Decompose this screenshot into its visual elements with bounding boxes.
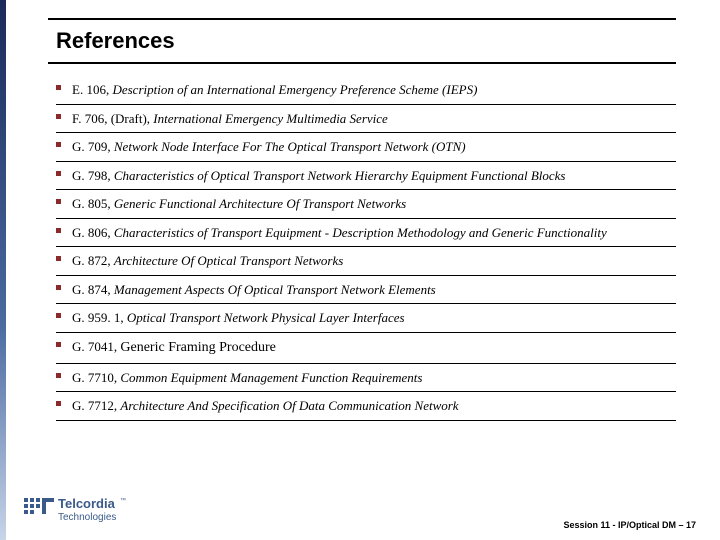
reference-title: Characteristics of Transport Equipment -… [114,225,607,240]
reference-title: Generic Framing Procedure [120,340,276,355]
bullet-icon [56,401,61,406]
reference-item: G. 7710, Common Equipment Management Fun… [56,364,676,393]
reference-code: G. 874, [72,282,114,297]
reference-code: F. 706, (Draft), [72,111,153,126]
reference-code: G. 798, [72,168,114,183]
telcordia-logo: Telcordia ™ Technologies [24,492,144,526]
logo-text-top: Telcordia [58,496,116,511]
bullet-icon [56,199,61,204]
reference-code: G. 7710, [72,370,120,385]
reference-title: Management Aspects Of Optical Transport … [114,282,436,297]
bullet-icon [56,256,61,261]
bullet-icon [56,373,61,378]
bullet-icon [56,342,61,347]
bullet-icon [56,313,61,318]
reference-title: Characteristics of Optical Transport Net… [114,168,566,183]
reference-item: G. 798, Characteristics of Optical Trans… [56,162,676,191]
reference-code: G. 806, [72,225,114,240]
reference-code: G. 7712, [72,398,120,413]
reference-code: E. 106, [72,82,112,97]
left-accent-stripe [0,0,6,540]
slide: References E. 106, Description of an Int… [0,0,720,540]
reference-item: G. 959. 1, Optical Transport Network Phy… [56,304,676,333]
reference-title: Architecture And Specification Of Data C… [120,398,458,413]
bullet-icon [56,114,61,119]
reference-code: G. 7041, [72,339,120,354]
reference-code: G. 872, [72,253,114,268]
reference-item: G. 806, Characteristics of Transport Equ… [56,219,676,248]
reference-code: G. 709, [72,139,114,154]
top-rule [48,18,676,20]
bullet-icon [56,285,61,290]
bullet-icon [56,171,61,176]
reference-title: Description of an International Emergenc… [112,82,477,97]
logo-text-bottom: Technologies [58,512,116,523]
reference-title: Optical Transport Network Physical Layer… [127,310,405,325]
bullet-icon [56,85,61,90]
logo-tm: ™ [120,497,126,504]
reference-title: International Emergency Multimedia Servi… [153,111,388,126]
title-underline [48,62,676,64]
reference-title: Network Node Interface For The Optical T… [114,139,466,154]
reference-title: Architecture Of Optical Transport Networ… [114,253,343,268]
reference-item: F. 706, (Draft), International Emergency… [56,105,676,134]
reference-item: G. 805, Generic Functional Architecture … [56,190,676,219]
reference-item: G. 874, Management Aspects Of Optical Tr… [56,276,676,305]
reference-item: G. 872, Architecture Of Optical Transpor… [56,247,676,276]
bullet-icon [56,142,61,147]
reference-item: G. 709, Network Node Interface For The O… [56,133,676,162]
reference-item: G. 7041, Generic Framing Procedure [56,333,676,364]
bullet-icon [56,228,61,233]
reference-code: G. 959. 1, [72,310,127,325]
reference-item: G. 7712, Architecture And Specification … [56,392,676,421]
slide-title: References [56,28,175,54]
reference-title: Common Equipment Management Function Req… [120,370,422,385]
reference-item: E. 106, Description of an International … [56,76,676,105]
reference-code: G. 805, [72,196,114,211]
reference-title: Generic Functional Architecture Of Trans… [114,196,406,211]
references-list: E. 106, Description of an International … [56,76,676,421]
slide-footer: Session 11 - IP/Optical DM – 17 [563,520,696,530]
